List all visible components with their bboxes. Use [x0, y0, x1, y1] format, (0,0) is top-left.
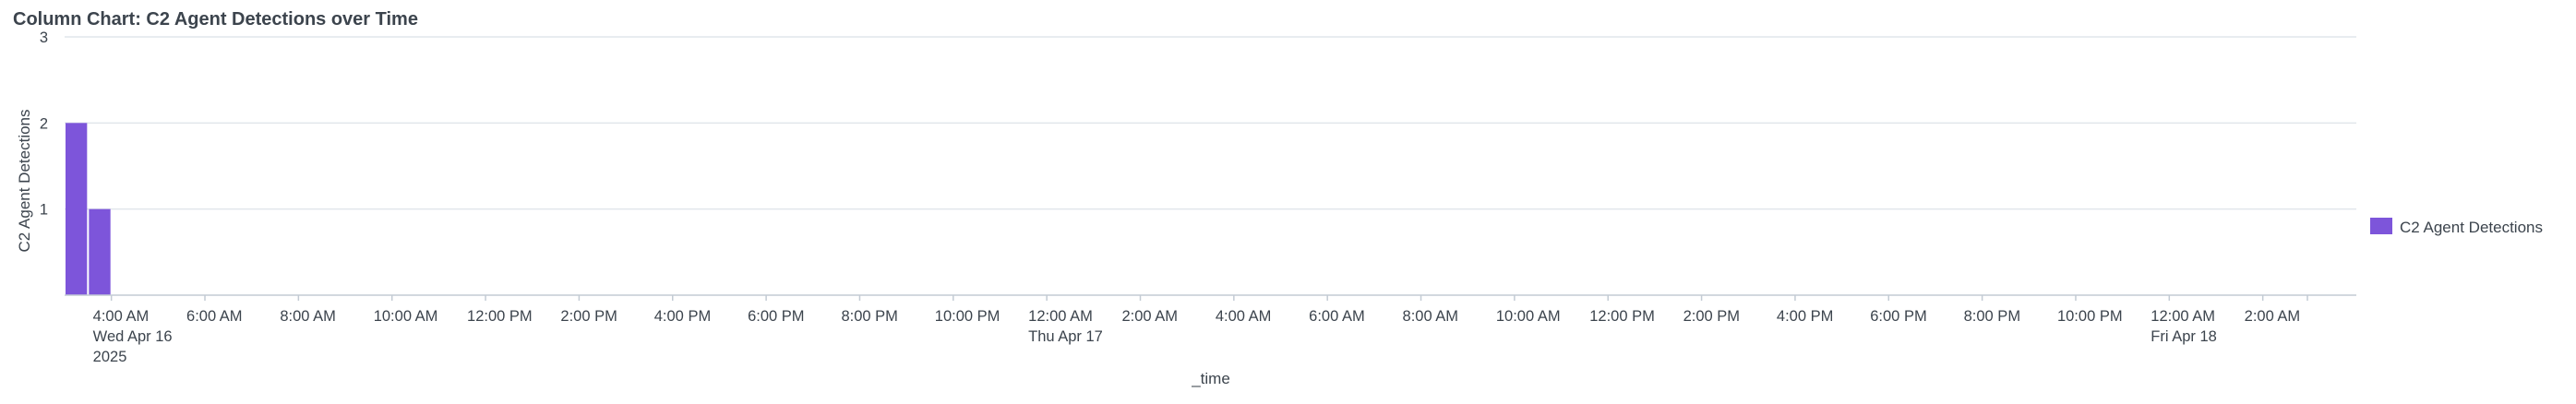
x-tick-label: 10:00 PM	[2057, 308, 2123, 325]
x-tick-label: 2025	[93, 349, 127, 365]
y-tick-label: 3	[40, 30, 48, 46]
x-tick-label: 6:00 AM	[1309, 308, 1365, 325]
y-axis: C2 Agent Detections 1 2 3	[16, 30, 48, 252]
x-tick-label: 2:00 AM	[1121, 308, 1178, 325]
x-tick-label: Fri Apr 18	[2151, 328, 2217, 345]
x-tick-label: 12:00 PM	[467, 308, 533, 325]
x-tick-label: 4:00 PM	[654, 308, 711, 325]
x-tick-label: 2:00 AM	[2245, 308, 2301, 325]
legend-label[interactable]: C2 Agent Detections	[2400, 219, 2543, 236]
x-tick-label: Thu Apr 17	[1028, 328, 1103, 345]
legend[interactable]: C2 Agent Detections	[2370, 218, 2543, 236]
y-tick-label: 2	[40, 115, 48, 132]
x-tick-label: 12:00 PM	[1589, 308, 1655, 325]
x-tick-label: 4:00 AM	[93, 308, 150, 325]
legend-swatch	[2370, 218, 2392, 234]
bar[interactable]	[89, 208, 111, 295]
x-tick-label: 6:00 PM	[1870, 308, 1926, 325]
x-tick-label: 8:00 AM	[280, 308, 336, 325]
panel-title: Column Chart: C2 Agent Detections over T…	[13, 9, 418, 30]
x-tick-label: 10:00 PM	[935, 308, 1000, 325]
x-tick-label: 4:00 PM	[1777, 308, 1833, 325]
x-tick-label: Wed Apr 16	[93, 328, 173, 345]
y-axis-title: C2 Agent Detections	[16, 110, 33, 253]
x-axis-title: _time	[1191, 370, 1230, 387]
x-tick-label: 10:00 AM	[1496, 308, 1561, 325]
x-tick-label: 2:00 PM	[560, 308, 617, 325]
x-tick-label: 2:00 PM	[1683, 308, 1740, 325]
x-tick-label: 10:00 AM	[374, 308, 438, 325]
x-tick-label: 8:00 AM	[1403, 308, 1459, 325]
x-tick-label: 6:00 PM	[748, 308, 804, 325]
x-tick-label: 12:00 AM	[1028, 308, 1093, 325]
x-axis: _time 4:00 AM Wed Apr 16 2025 6:00 AM 8:00 A…	[65, 294, 2356, 387]
x-tick-label: 4:00 AM	[1216, 308, 1272, 325]
y-tick-label: 1	[40, 202, 48, 219]
bar-series	[66, 123, 111, 295]
x-tick-label: 12:00 AM	[2151, 308, 2215, 325]
x-tick-label: 8:00 PM	[1964, 308, 2020, 325]
x-tick-label: 6:00 AM	[186, 308, 243, 325]
bar[interactable]	[66, 123, 88, 295]
gridlines	[65, 36, 2356, 210]
x-tick-label: 8:00 PM	[841, 308, 897, 325]
